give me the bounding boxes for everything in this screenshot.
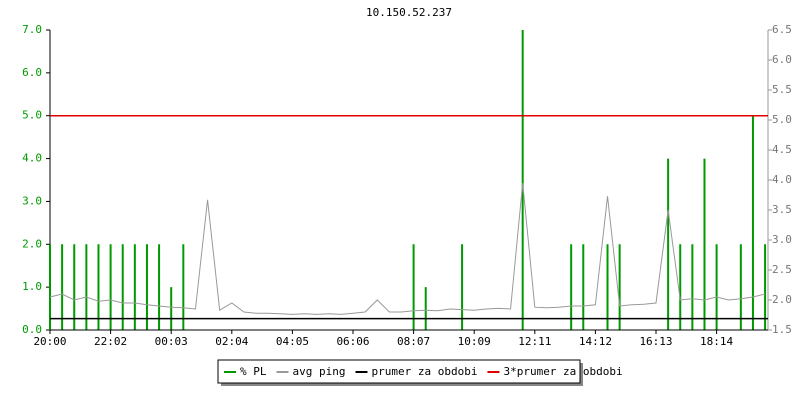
y2-tick-label: 6.0 [772,53,792,66]
x-tick-label: 06:06 [336,335,369,348]
y2-tick-label: 2.5 [772,263,792,276]
y2-tick-label: 1.5 [772,323,792,336]
y-tick-label: 2.0 [22,237,42,250]
x-tick-label: 22:02 [94,335,127,348]
legend-label: % PL [240,365,267,378]
legend-box [217,359,581,384]
y-tick-label: 6.0 [22,66,42,79]
y-tick-label: 4.0 [22,152,42,165]
legend-label: avg ping [293,365,346,378]
y-tick-label: 5.0 [22,109,42,122]
legend-label: 3*prumer za obdobi [503,365,622,378]
y2-tick-label: 6.5 [772,23,792,36]
x-tick-label: 02:04 [215,335,248,348]
y2-tick-label: 4.5 [772,143,792,156]
y2-tick-label: 5.5 [772,83,792,96]
x-tick-label: 04:05 [276,335,309,348]
x-tick-label: 08:07 [397,335,430,348]
ping-line [49,182,766,315]
y2-tick-label: 4.0 [772,173,792,186]
y-tick-label: 0.0 [22,323,42,336]
x-tick-label: 14:12 [579,335,612,348]
y-tick-label: 1.0 [22,280,42,293]
legend: % PL avg ping prumer za obdobi 3*prumer za … [217,359,623,384]
legend-label: prumer za obdobi [371,365,477,378]
x-tick-label: 18:14 [700,335,733,348]
chart-title: 10.150.52.237 [366,6,452,19]
x-tick-label: 10:09 [458,335,491,348]
x-tick-label: 00:03 [155,335,188,348]
y-tick-label: 7.0 [22,23,42,36]
x-tick-label: 12:11 [518,335,551,348]
y2-tick-label: 2.0 [772,293,792,306]
y2-tick-label: 5.0 [772,113,792,126]
y2-tick-label: 3.0 [772,233,792,246]
x-tick-label: 20:00 [33,335,66,348]
y2-tick-label: 3.5 [772,203,792,216]
x-tick-label: 16:13 [639,335,672,348]
y-tick-label: 3.0 [22,194,42,207]
